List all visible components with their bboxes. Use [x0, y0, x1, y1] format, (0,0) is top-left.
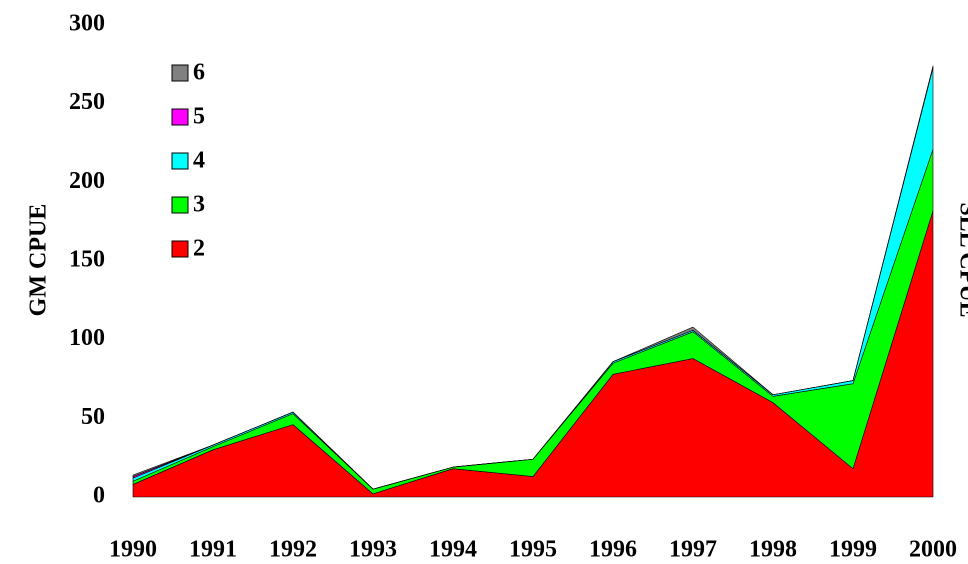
legend-swatch: [171, 240, 189, 258]
x-tick-label: 1994: [429, 537, 477, 563]
legend-label: 6: [193, 60, 205, 86]
x-tick-label: 1998: [749, 537, 797, 563]
x-tick-label: 1999: [829, 537, 877, 563]
y-tick-label: 50: [81, 404, 105, 430]
x-tick-label: 1993: [349, 537, 397, 563]
y-tick-label: 100: [69, 325, 105, 351]
x-tick-label: 1992: [269, 537, 317, 563]
x-tick-label: 1995: [509, 537, 557, 563]
area: [132, 65, 934, 490]
y-tick-label: 150: [69, 247, 105, 273]
legend-swatch: [171, 152, 189, 170]
legend-label: 2: [193, 236, 205, 262]
y-axis-label: GM CPUE: [26, 204, 52, 317]
y2-axis-label: SLL CPUE: [954, 202, 968, 317]
area: [132, 210, 934, 498]
legend-label: 3: [193, 192, 205, 218]
legend-swatch: [171, 64, 189, 82]
x-tick-label: 1991: [189, 537, 237, 563]
x-tick-label: 1997: [669, 537, 717, 563]
y-tick-label: 250: [69, 89, 105, 115]
legend-label: 5: [193, 104, 205, 130]
x-tick-label: 1990: [109, 537, 157, 563]
y-tick-label: 300: [69, 11, 105, 37]
legend-swatch: [171, 196, 189, 214]
legend-label: 4: [193, 148, 205, 174]
legend-swatch: [171, 108, 189, 126]
y-tick-label: 0: [93, 483, 105, 509]
y-tick-label: 200: [69, 168, 105, 194]
x-tick-label: 2000: [909, 537, 957, 563]
x-tick-label: 1996: [589, 537, 637, 563]
